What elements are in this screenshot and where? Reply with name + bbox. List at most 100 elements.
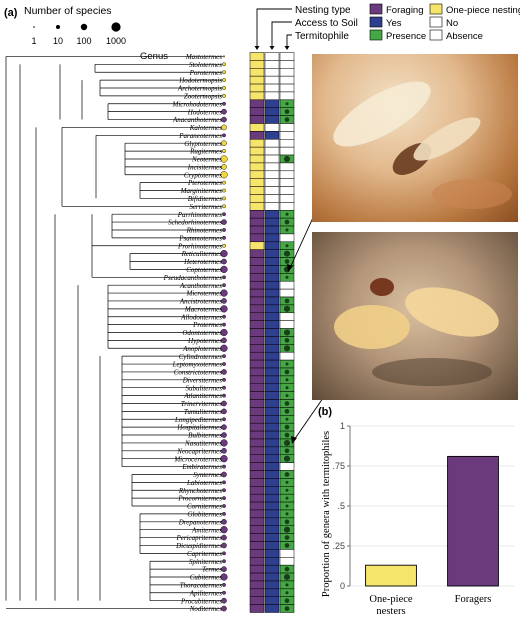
nesting-type-cell xyxy=(249,288,265,298)
species-count-circle xyxy=(222,149,226,153)
phylogenetic-tree xyxy=(5,56,224,609)
x-tick-label: nesters xyxy=(376,606,405,617)
species-count-circle xyxy=(222,496,226,501)
genus-name: Acanthotermes xyxy=(179,282,222,290)
soil-access-cell xyxy=(264,154,280,164)
nesting-type-cell xyxy=(249,115,265,124)
termitophile-dot xyxy=(285,417,289,421)
genus-name: Archotermopsis xyxy=(177,85,222,93)
termitophile-dot xyxy=(283,526,291,533)
soil-access-cell xyxy=(264,557,280,566)
genus-name: Anacanthotermes xyxy=(172,116,222,124)
soil-access-cell xyxy=(264,146,280,156)
nesting-type-cell xyxy=(249,186,265,195)
genus-name: Pseudacanthotermes xyxy=(163,274,223,282)
genus-name: Odontotermes xyxy=(182,329,222,337)
termitophile-dot xyxy=(284,117,290,122)
species-count-circle xyxy=(222,93,226,98)
nesting-type-cell xyxy=(249,478,265,487)
species-count-circle xyxy=(222,133,226,138)
soil-access-cell xyxy=(264,170,280,179)
species-legend-dot xyxy=(56,25,60,29)
bar xyxy=(365,564,417,587)
termitophile-dot xyxy=(284,598,290,604)
genus-name: Hodotermes xyxy=(187,108,222,116)
species-count-circle xyxy=(222,78,226,83)
termitophile-cell xyxy=(279,162,295,172)
key-label-absence: Absence xyxy=(446,31,483,42)
genus-name: Neotermes xyxy=(191,156,222,164)
key-label-yes: Yes xyxy=(386,18,402,29)
genus-name: Noditermes xyxy=(189,605,223,613)
termitophile-cell xyxy=(279,194,295,203)
nesting-type-cell xyxy=(249,501,265,511)
genus-name: Syntermes xyxy=(193,471,222,479)
species-count-circle xyxy=(222,512,226,516)
genus-name: Nasutitermes xyxy=(184,440,222,448)
species-count-circle xyxy=(220,171,228,179)
nesting-type-cell xyxy=(249,493,265,503)
soil-access-cell xyxy=(264,186,280,195)
termitophile-dot xyxy=(284,472,290,477)
nesting-type-cell xyxy=(249,351,265,361)
key-label-presence: Presence xyxy=(386,31,426,42)
nesting-type-cell xyxy=(249,557,265,566)
genus-name: Hodotermopsis xyxy=(178,77,222,85)
soil-access-cell xyxy=(264,52,280,61)
soil-access-cell xyxy=(264,486,280,495)
nesting-type-cell xyxy=(249,462,265,471)
species-count-circle xyxy=(222,504,226,508)
bar xyxy=(447,455,499,587)
nesting-type-cell xyxy=(249,430,265,440)
soil-access-cell xyxy=(264,407,280,416)
key-label-no: No xyxy=(446,18,458,29)
key-label-one-piece: One-piece nesting xyxy=(446,5,520,16)
genus-name: Hospitalitermes xyxy=(176,424,222,432)
termitophile-cell xyxy=(279,320,295,329)
soil-access-cell xyxy=(264,296,280,306)
genus-name: Cryptotermes xyxy=(184,171,222,179)
species-count-circle xyxy=(222,480,226,485)
soil-access-cell xyxy=(264,509,280,519)
soil-access-cell xyxy=(264,549,280,558)
genus-name: Rhinotermes xyxy=(186,227,223,235)
termitophile-cell xyxy=(279,146,295,156)
nesting-type-cell xyxy=(249,572,265,582)
key-swatch-presence xyxy=(369,29,383,41)
genus-name: Psammotermes xyxy=(178,234,222,242)
arrowhead xyxy=(287,264,293,272)
species-count-circle xyxy=(221,140,227,147)
genus-name: Mastotermes xyxy=(185,53,222,61)
termitophile-dot xyxy=(285,212,289,216)
nesting-type-cell xyxy=(249,525,265,534)
header-access-to-soil: Access to Soil xyxy=(295,18,358,29)
termitophile-dot xyxy=(283,329,291,336)
termite-photo-bottom-art xyxy=(334,278,499,386)
soil-access-cell xyxy=(264,572,280,582)
termitophile-dot xyxy=(285,512,289,516)
nesting-type-cell xyxy=(249,209,265,219)
soil-access-cell xyxy=(264,359,280,369)
panel-a-label: (a) xyxy=(4,7,18,19)
nesting-type-cell xyxy=(249,241,265,250)
species-count-circle xyxy=(222,551,226,556)
termitophile-cell xyxy=(279,186,295,195)
species-count-circle xyxy=(222,70,226,75)
nesting-type-cell xyxy=(249,438,265,448)
species-count-circle xyxy=(222,196,226,201)
soil-access-cell xyxy=(264,83,280,93)
nesting-type-cell xyxy=(249,454,265,463)
y-tick-label: 0 xyxy=(340,581,345,591)
species-count-circle xyxy=(220,328,228,337)
species-count-circle xyxy=(222,188,226,193)
nesting-type-cell xyxy=(249,194,265,203)
soil-access-cell xyxy=(264,288,280,298)
genus-names: MastotermesStolotermesPorotermesHodoterm… xyxy=(163,53,223,613)
species-count-circle xyxy=(221,542,227,549)
genus-name: Prorhinotermes xyxy=(177,242,222,250)
genus-name: Apilitermes xyxy=(189,589,223,597)
soil-access-cell xyxy=(264,462,280,471)
nesting-type-cell xyxy=(249,564,265,574)
arrowhead xyxy=(254,46,260,50)
nesting-type-cell xyxy=(249,257,265,266)
